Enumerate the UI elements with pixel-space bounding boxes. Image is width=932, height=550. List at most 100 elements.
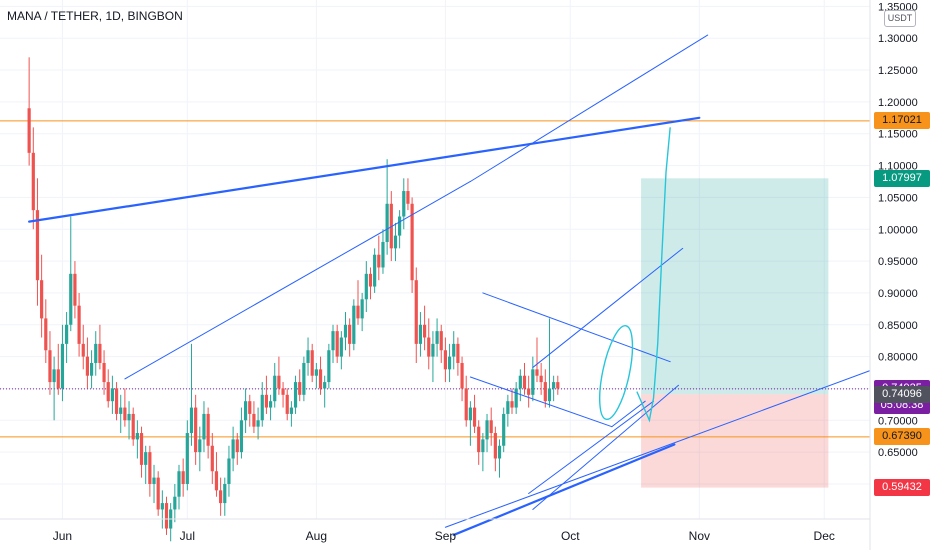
candle [181,458,185,497]
candle-body [194,407,198,453]
candle [468,401,472,446]
y-tick-label: 0.95000 [878,256,918,268]
candle-body [435,331,439,344]
candle-body [69,273,73,325]
candle [314,362,318,389]
candle [69,216,73,332]
candle [518,369,522,402]
candle [381,229,385,274]
y-tick-label: 1.25000 [878,65,918,77]
candle-body [177,471,181,497]
candle [156,471,160,516]
candle-body [289,407,293,414]
candle-body [510,401,514,408]
candle [202,401,206,453]
currency-unit-badge[interactable]: USDT [884,10,916,27]
candle [56,343,60,395]
candle-body [227,458,231,484]
candle [477,420,481,465]
y-tick-label: 1.10000 [878,161,918,173]
candle-body [556,382,560,389]
candle [81,324,85,370]
trendline [28,116,701,223]
candle [485,413,489,453]
candle [106,369,110,408]
candle-body [368,273,373,287]
y-tick-label: 0.65000 [878,447,918,459]
y-tick-label: 1.05000 [878,192,918,204]
candle [194,394,198,465]
candle-body [410,203,414,281]
candle [110,375,114,414]
candle [414,267,418,363]
candle [318,356,323,395]
candle-body [335,331,339,357]
candle [431,331,435,383]
y-tick-label: 0.85000 [878,320,918,332]
candle [31,127,35,230]
candle-body [210,445,214,472]
candle-body [402,191,406,217]
candle-body [456,343,460,363]
candle-body [65,324,69,344]
candle [331,324,335,363]
candle-body [348,324,352,344]
price-tag: 1.07997 [874,169,930,187]
candle-body [239,420,244,453]
candle-body [127,413,131,421]
candle [52,356,56,421]
candle [402,178,406,230]
x-tick-label: Oct [561,529,580,543]
candle [131,407,135,446]
trendline [528,400,655,495]
candle [323,375,327,408]
y-tick-label: 1.15000 [878,129,918,141]
candle [139,426,144,478]
candle-body [131,413,135,440]
candle-body [373,254,377,287]
candle-body [506,401,510,414]
candle [285,388,289,421]
candle [277,356,281,395]
candle [443,337,448,383]
candle-body [552,382,556,389]
candle [393,222,398,262]
candle [252,401,256,434]
trendline [469,34,709,182]
candle [264,375,269,414]
candle-body [460,362,464,389]
candle-body [302,362,306,395]
candle-body [339,337,343,357]
trendline [469,376,613,428]
candle-body [514,388,518,408]
candle-body [106,382,110,402]
candle-body [35,210,40,281]
candle-body [306,350,310,363]
candle-body [298,382,302,395]
candle-body [248,401,252,414]
price-tag: 0.67390 [874,428,930,446]
candle-body [356,305,360,319]
candle [281,382,285,408]
candle-body [502,413,506,446]
stop-zone [641,394,829,488]
candle-body [447,356,452,370]
candle [510,388,514,414]
candle-body [102,362,106,383]
candle-body [94,343,98,363]
candle [481,433,485,472]
candle [539,362,543,395]
candle-body [173,496,177,510]
candle-body [135,433,139,440]
candle-body [123,407,127,421]
candle-body [202,413,206,440]
candle-body [119,407,123,414]
candle [85,337,90,389]
candle [460,356,464,402]
candle-body [144,452,148,465]
candle-body [52,369,56,383]
candle [248,394,252,427]
candle-body [489,420,493,434]
